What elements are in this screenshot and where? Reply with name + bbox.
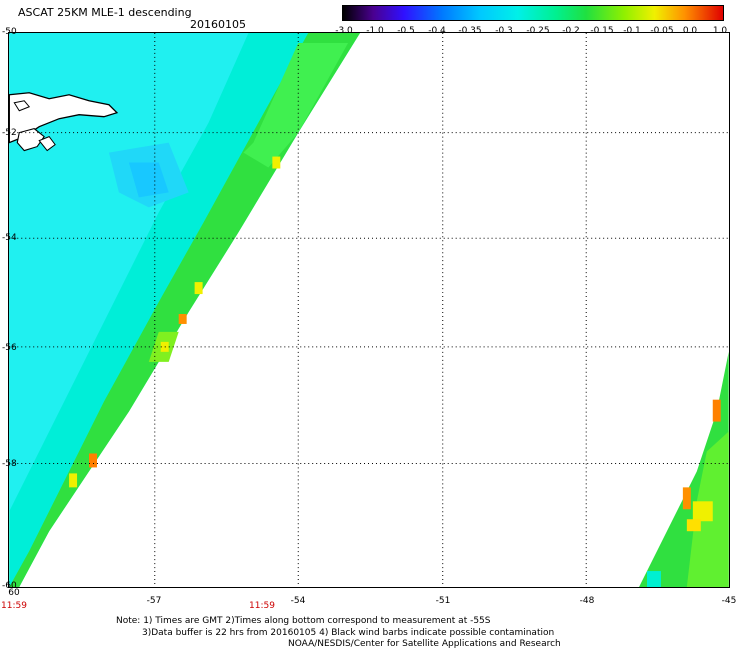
hotspot [272,156,281,169]
note-line-1: Note: 1) Times are GMT 2)Times along bot… [116,616,491,626]
map-date: 20160105 [190,18,246,31]
lat-tick: -54 [2,233,17,243]
colorbar-tick: -0.35 [458,26,482,36]
colorbar-tick: -0.1 [623,26,641,36]
colorbar-tick: -3.0 [335,26,353,36]
colorbar-ticks: -3.0 -1.0 -0.5 -0.4 -0.35 -0.3 -0.25 -0.… [320,26,740,38]
lon-tick: -48 [579,596,595,606]
map-area [8,32,730,588]
colorbar [342,5,724,21]
colorbar-tick: -0.5 [397,26,415,36]
note-line-2: 3)Data buffer is 22 hrs from 20160105 4)… [142,628,555,638]
grid-lines [9,33,729,587]
lon-tick: -45 [721,596,737,606]
lon-tick: -51 [435,596,451,606]
map-title: ASCAT 25KM MLE-1 descending [18,6,192,19]
western-swath [9,33,361,587]
hotspot [646,571,661,587]
colorbar-tick: -0.05 [650,26,674,36]
hotspot [69,473,78,488]
note-line-3: NOAA/NESDIS/Center for Satellite Applica… [288,639,561,649]
colorbar-tick: -0.3 [495,26,513,36]
time-label: 11:59 [1,601,27,611]
lon-tick: -57 [146,596,162,606]
hotspot [89,453,97,468]
hotspot [692,501,713,522]
colorbar-tick: -0.4 [428,26,446,36]
lat-tick: -56 [2,343,17,353]
colorbar-tick: -0.15 [590,26,614,36]
lon-tick-corner: 60 [8,588,20,598]
hotspot [682,487,691,510]
time-label: 11:59 [249,601,275,611]
colorbar-tick: -0.2 [562,26,580,36]
hotspot [178,313,187,324]
hotspot [686,519,701,532]
colorbar-tick: 0.0 [682,26,698,36]
eastern-swath [639,351,729,587]
lat-tick: -52 [2,128,17,138]
coastline [9,92,119,152]
lat-tick: -50 [2,27,17,37]
hotspot [194,282,203,295]
colorbar-tick: 1.0 [712,26,728,36]
colorbar-tick: -1.0 [366,26,384,36]
lat-tick: -60 [2,581,17,591]
colorbar-tick: -0.25 [526,26,550,36]
lat-tick: -58 [2,459,17,469]
hotspot [712,399,721,422]
lon-tick: -54 [290,596,306,606]
